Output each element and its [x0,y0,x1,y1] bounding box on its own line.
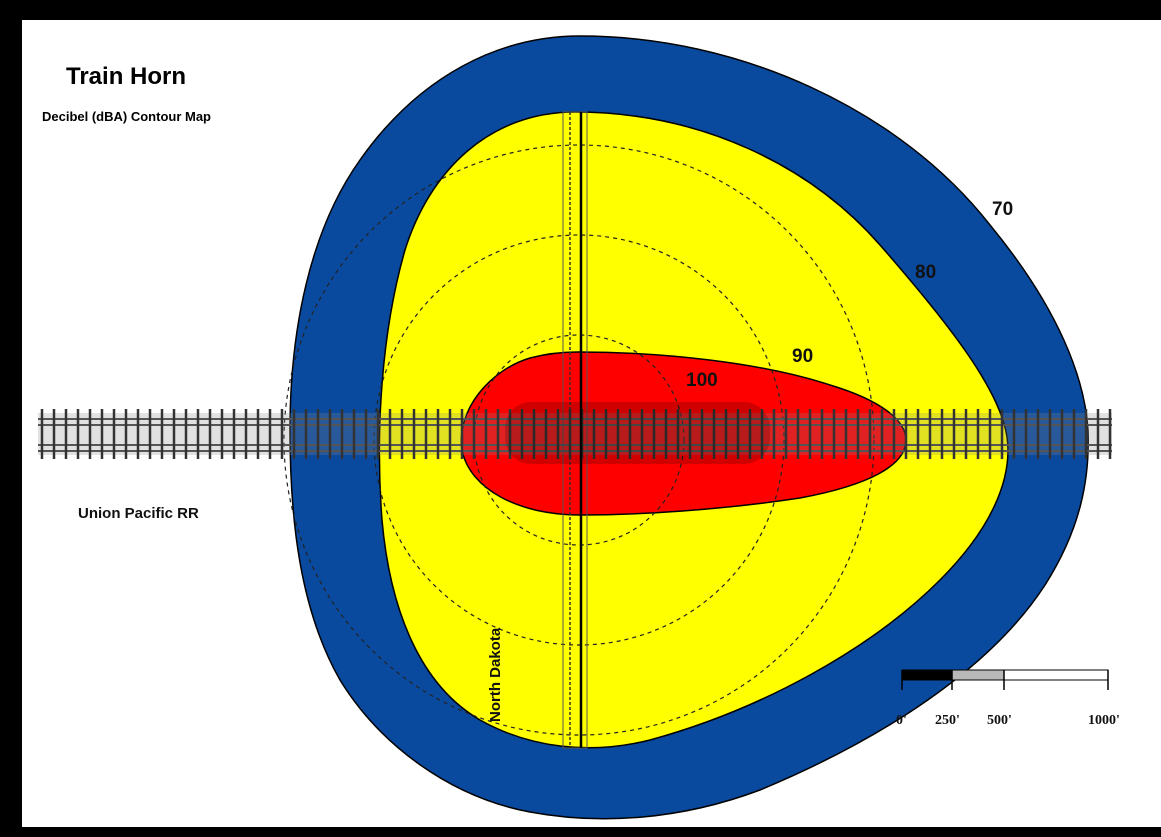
scale-bar-segment [951,669,1005,681]
scale-label: 250' [935,713,960,728]
scale-label: 0' [896,713,907,728]
railroad-track [38,409,1112,459]
scale-label: 500' [987,713,1012,728]
street-label: North Dakota [487,627,504,722]
map-title: Train Horn [66,63,186,90]
scale-bar: 0' 250' 500' 1000' [896,669,1120,728]
railroad-label: Union Pacific RR [78,505,199,522]
map-subtitle: Decibel (dBA) Contour Map [42,109,211,124]
train-icon [505,402,770,464]
contour-label-90: 90 [792,346,813,367]
distance-ring [373,234,785,646]
north-dakota-street [562,111,588,749]
scale-bar-segment [1003,669,1109,681]
contour-label-70: 70 [992,199,1013,220]
scale-bar-segment [901,669,953,681]
scale-label: 1000' [1088,713,1120,728]
contour-label-80: 80 [915,262,936,283]
distance-ring [283,144,875,736]
contour-100-zone [460,351,907,516]
contour-label-100: 100 [686,370,718,391]
